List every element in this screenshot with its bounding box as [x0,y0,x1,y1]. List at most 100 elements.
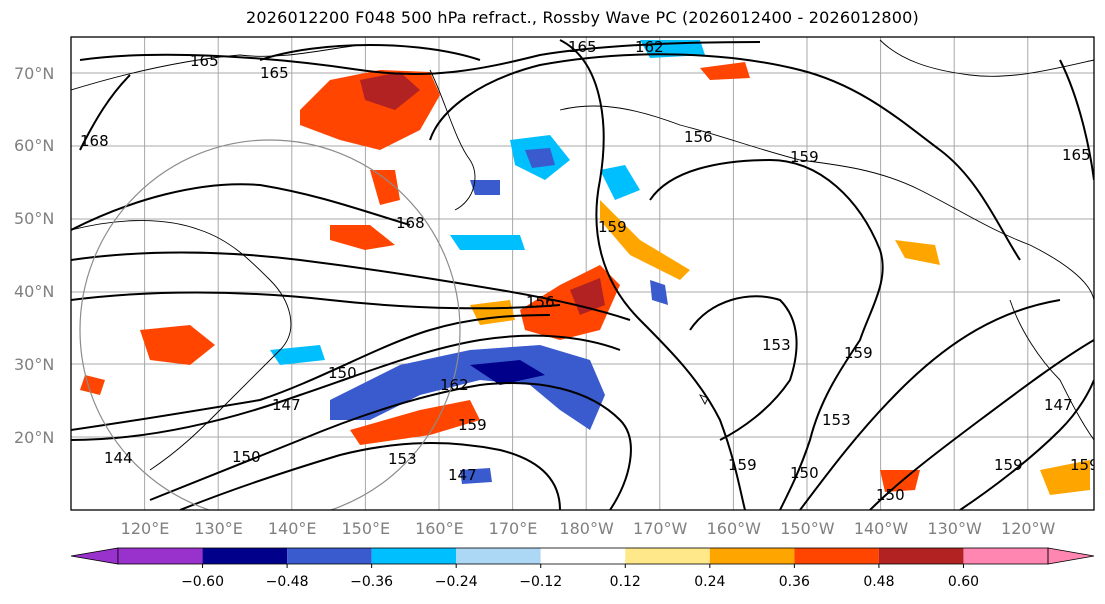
lat-label: 60°N [14,136,54,155]
map-frame-bg [71,37,1094,510]
lon-label: 130°W [927,519,982,538]
contour-line [429,53,1021,261]
contour-label: 159 [994,456,1023,474]
lon-label: 120°W [1001,519,1056,538]
map-title: 2026012200 F048 500 hPa refract., Rossby… [245,8,919,27]
blue-patch [270,345,325,365]
blue-patch [650,280,668,305]
colorbar-segment [709,548,795,564]
blue-patch [600,165,640,200]
contour-label: 156 [684,128,713,146]
colorbar-segment [540,548,626,564]
lat-label: 70°N [14,64,54,83]
contour-label: 159 [790,148,819,166]
orange-patch [1040,460,1090,495]
blue-patch [470,360,545,385]
lon-label: 140°E [268,519,317,538]
contour-label: 159 [728,456,757,474]
contour-line [71,334,621,441]
latitude-labels: 70°N 60°N 50°N 40°N 30°N 20°N [14,64,54,447]
colorbar-tick-label: −0.12 [519,574,562,590]
contour-label: 165 [568,38,597,56]
alaska-coastline [559,105,1094,301]
coastlines [71,39,1094,471]
orange-patch [600,200,690,280]
contour-label: 168 [80,132,109,150]
hawaii-coast [699,394,709,405]
colorbar-segment [456,548,541,564]
colorbar: −0.60 −0.48 −0.36 −0.24 −0.12 0.12 0.24 0.36 0.4… [70,547,1095,590]
lon-label: 150°E [341,519,390,538]
contour-line [71,314,551,431]
orange-patch [360,72,420,110]
contour-line [1059,59,1094,181]
contour-line [689,295,798,441]
blue-patch [525,148,555,168]
contour-label: 144 [104,449,133,467]
contour-label: 159 [598,218,627,236]
contour-label: 147 [1044,396,1073,414]
colorbar-extend-right [1047,547,1095,565]
colorbar-segment [371,548,457,564]
colorbar-segment [118,548,203,564]
contour-label: 162 [440,376,469,394]
contour-line [71,183,411,231]
lon-label: 140°W [854,519,909,538]
orange-patch [880,470,920,492]
contour-label: 159 [1070,456,1099,474]
lon-label: 170°E [489,519,538,538]
map-border [70,36,1095,511]
height-contours [71,39,1094,510]
contour-line [869,339,1094,510]
orange-patch [370,170,400,205]
contour-label: 150 [232,448,261,466]
orange-patch [330,225,395,250]
colorbar-tick-label: 0.12 [610,574,641,590]
colorbar-extend-left [70,547,119,565]
blue-patch [470,180,500,195]
north-america-coastline [1009,299,1094,441]
contour-label: 153 [388,450,417,468]
contour-label: 165 [260,64,289,82]
lon-label: 160°E [415,519,464,538]
colorbar-tick-label: 0.36 [779,574,810,590]
contour-line [649,158,884,510]
blue-patch [460,468,492,484]
lat-label: 50°N [14,209,54,228]
contour-label: 150 [328,364,357,382]
contour-line [79,41,761,76]
colorbar-tick-label: −0.24 [435,574,478,590]
contour-labels: 165 165 165 162 168 168 156 159 156 159 … [80,38,1099,504]
contour-label: 153 [762,336,791,354]
colorbar-segment [202,548,288,564]
colorbar-segment [625,548,710,564]
colorbar-segment [963,548,1048,564]
colorbar-segment [878,548,964,564]
contour-line [799,299,1061,510]
contour-label: 153 [822,411,851,429]
colorbar-segment [287,548,372,564]
colorbar-tick-label: 0.48 [863,574,894,590]
contour-label: 159 [458,416,487,434]
orange-patch [700,62,750,80]
contour-label: 147 [448,466,477,484]
contour-line [71,291,561,310]
lon-label: 150°W [780,519,835,538]
contour-label: 150 [876,486,905,504]
orange-patch [350,400,480,445]
contour-label: 156 [526,293,555,311]
lat-label: 20°N [14,428,54,447]
lat-label: 30°N [14,355,54,374]
longitude-labels: 120°E 130°E 140°E 150°E 160°E 170°E 180°W 170°W… [121,519,1056,538]
contour-label: 168 [396,214,425,232]
blue-patch [330,345,605,430]
lon-label: 130°E [194,519,243,538]
contour-line [71,251,631,321]
lon-label: 170°W [633,519,688,538]
orange-patch [895,240,940,265]
lon-label: 180°W [559,519,614,538]
contour-label: 165 [190,52,219,70]
contour-label: 159 [844,344,873,362]
colorbar-segment [794,548,879,564]
